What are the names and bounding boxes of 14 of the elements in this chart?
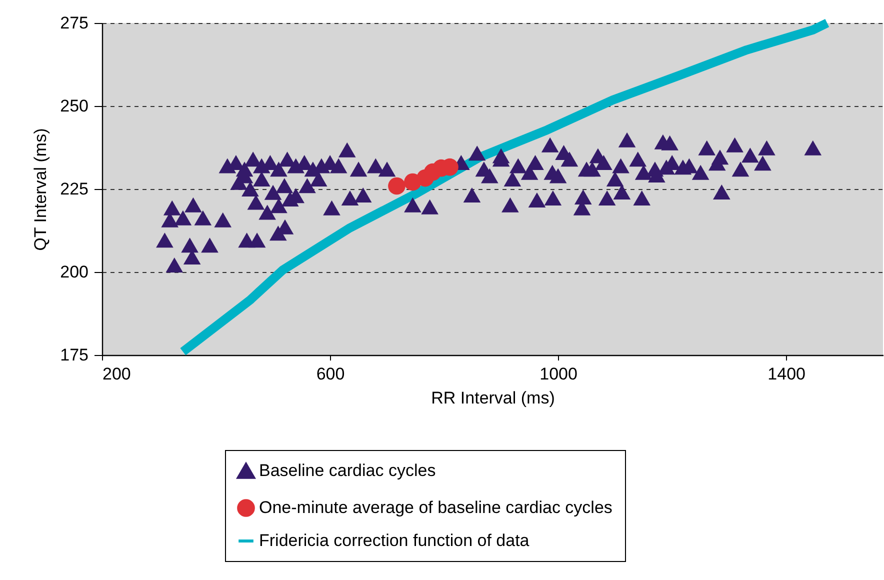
x-tick-label: 1000 <box>540 364 578 384</box>
y-tick-label: 200 <box>60 262 88 282</box>
legend-label: One-minute average of baseline cardiac cycles <box>259 498 612 517</box>
x-tick-label: 600 <box>316 364 345 384</box>
x-tick-label: 200 <box>102 364 131 384</box>
y-axis-title: QT Interval (ms) <box>31 128 50 251</box>
x-tick-label: 1400 <box>768 364 806 384</box>
y-tick-label: 175 <box>60 346 88 364</box>
x-axis-title: RR Interval (ms) <box>431 388 555 408</box>
legend-label: Fridericia correction function of data <box>259 531 530 550</box>
y-tick-label: 275 <box>60 14 88 32</box>
y-tick-label: 225 <box>60 180 88 198</box>
legend-label: Baseline cardiac cycles <box>259 461 436 480</box>
y-tick-label: 250 <box>60 96 88 116</box>
